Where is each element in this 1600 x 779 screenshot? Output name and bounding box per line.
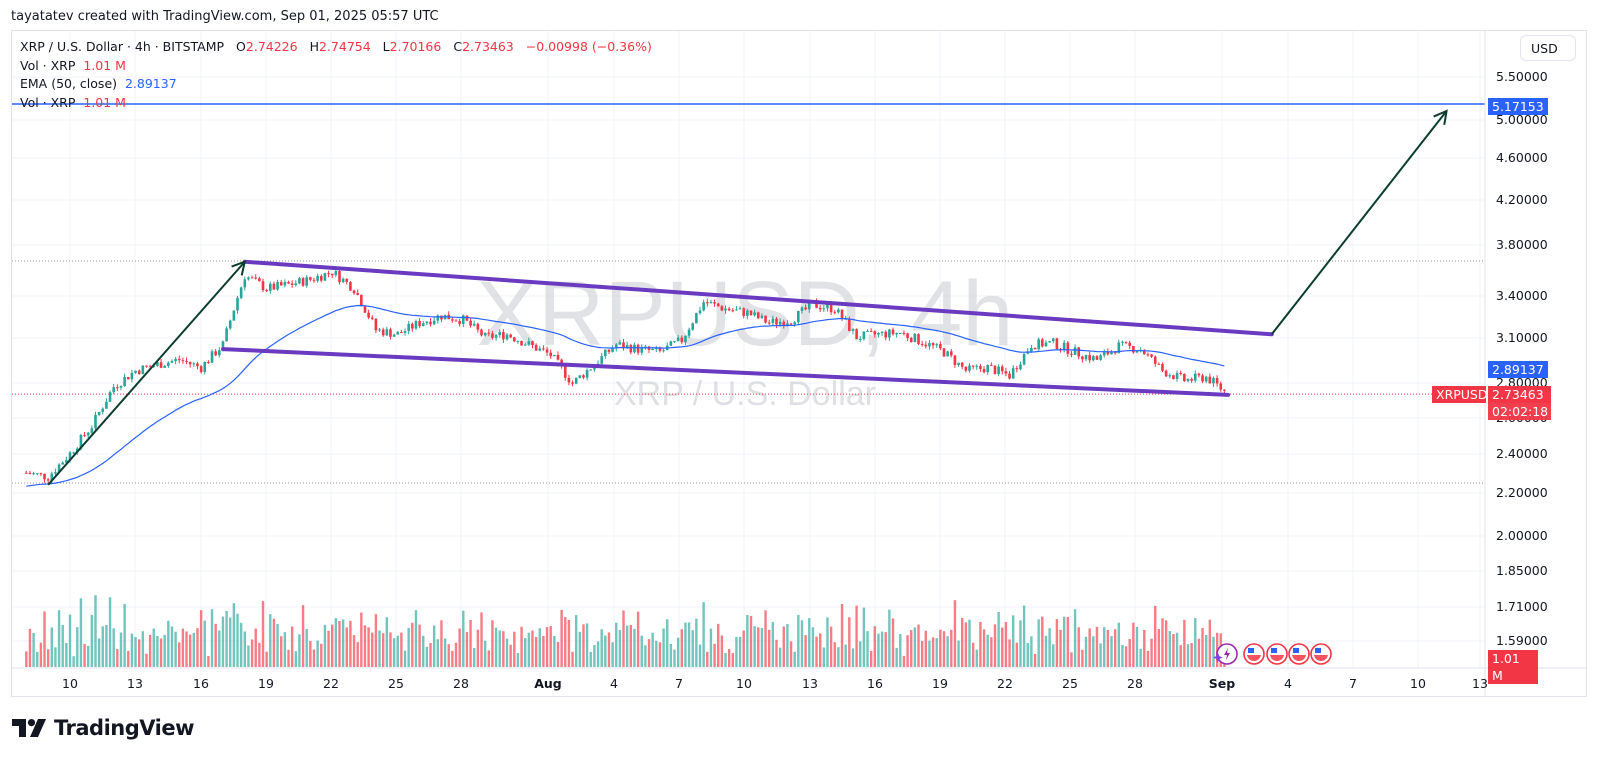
time-tick: 13 [802, 676, 818, 691]
price-axis: 5.50000 5.00000 4.60000 4.20000 3.80000 3.400… [1484, 31, 1548, 696]
chart-frame [11, 30, 1587, 697]
high-value: 2.74754 [318, 39, 371, 54]
arrow-head-icon [1433, 109, 1448, 125]
event-markers [1213, 643, 1332, 665]
chart-credit: tayatatev created with TradingView.com, … [11, 9, 439, 24]
time-tick: 10 [62, 676, 78, 691]
lightning-event-icon[interactable] [1213, 643, 1238, 665]
time-tick: 19 [932, 676, 948, 691]
symbol-info[interactable]: XRP / U.S. Dollar · 4h · BITSTAMP [20, 39, 225, 54]
currency-button[interactable]: USD [1520, 35, 1576, 61]
ema-50-line [26, 304, 1225, 487]
time-tick: 10 [1410, 676, 1426, 691]
low-value: 2.70166 [389, 39, 442, 54]
ema-legend-row: EMA (50, close) 2.89137 [20, 75, 652, 94]
arrow-line[interactable] [47, 261, 246, 486]
open-label: O [236, 39, 246, 54]
price-tick: 5.50000 [1496, 69, 1548, 84]
horizontal-levels [12, 103, 1485, 484]
price-tick: 3.80000 [1496, 237, 1548, 252]
ohlc-row: XRP / U.S. Dollar · 4h · BITSTAMP O2.742… [20, 38, 652, 57]
us-flag-event-icon[interactable] [1288, 643, 1310, 665]
time-tick: Sep [1209, 676, 1235, 691]
time-tick: 4 [610, 676, 618, 691]
tradingview-logo-icon [12, 719, 46, 737]
volume-legend-row: Vol · XRP 1.01 M [20, 57, 652, 76]
channel-lower-line[interactable] [220, 347, 1231, 397]
price-tick: 4.20000 [1496, 192, 1548, 207]
price-tick: 3.10000 [1496, 330, 1548, 345]
time-tick: 22 [997, 676, 1013, 691]
price-tick: 1.59000 [1496, 633, 1548, 648]
price-tick: 2.20000 [1496, 485, 1548, 500]
watermark: XRPUSD, 4h XRP / U.S. Dollar [477, 263, 1014, 413]
price-tick: 5.00000 [1496, 112, 1548, 127]
time-tick: 28 [1127, 676, 1143, 691]
volume2-legend-row: Vol · XRP 1.01 M [20, 94, 652, 113]
tradingview-brand[interactable]: TradingView [12, 716, 194, 740]
arrow-line[interactable] [1270, 110, 1448, 335]
channel-upper-line[interactable] [242, 259, 1274, 337]
time-tick: 16 [193, 676, 209, 691]
price-tick: 2.40000 [1496, 446, 1548, 461]
ema-value: 2.89137 [124, 76, 177, 91]
volume-bars [25, 595, 1226, 667]
last-price-tag: 2.73463 [1488, 386, 1551, 403]
volume-label[interactable]: Vol · XRP [20, 57, 76, 73]
open-value: 2.74226 [245, 39, 298, 54]
watermark-sub: XRP / U.S. Dollar [614, 375, 876, 413]
volume-value: 1.01 M [83, 57, 126, 73]
volume2-value: 1.01 M [83, 94, 126, 110]
chart-legend: XRP / U.S. Dollar · 4h · BITSTAMP O2.742… [20, 38, 652, 112]
time-tick: 13 [1472, 676, 1488, 691]
time-axis: 10 13 16 19 22 25 28 Aug 4 7 10 13 16 19 22 25 28 Sep 4 7 10… [12, 667, 1586, 691]
symbol-tag: XRPUSD [1432, 386, 1488, 403]
us-flag-event-icon[interactable] [1243, 643, 1265, 665]
volume2-label[interactable]: Vol · XRP [20, 94, 76, 110]
time-tick: 7 [675, 676, 683, 691]
ema-label[interactable]: EMA (50, close) [20, 76, 118, 91]
low-label: L [382, 39, 390, 54]
time-tick: 13 [127, 676, 143, 691]
time-tick: 19 [258, 676, 274, 691]
price-tick: 4.60000 [1496, 150, 1548, 165]
high-label: H [309, 39, 319, 54]
candlesticks [25, 268, 1226, 485]
time-tick: 16 [867, 676, 883, 691]
time-tick: 10 [736, 676, 752, 691]
time-tick: 25 [388, 676, 404, 691]
price-tick: 1.71000 [1496, 599, 1548, 614]
time-tick: Aug [534, 676, 562, 691]
close-label: C [453, 39, 463, 54]
time-tick: 4 [1284, 676, 1292, 691]
time-tick: 22 [323, 676, 339, 691]
bar-countdown-tag: 02:02:18 [1488, 403, 1551, 420]
time-tick: 28 [453, 676, 469, 691]
target-price-tag: 5.17153 [1488, 98, 1548, 115]
close-value: 2.73463 [462, 39, 514, 54]
price-tick: 1.85000 [1496, 563, 1548, 578]
ema-price-tag: 2.89137 [1488, 361, 1548, 378]
volume-tag: 1.01 M [1488, 650, 1538, 684]
price-tick: 2.00000 [1496, 528, 1548, 543]
time-tick: 25 [1062, 676, 1078, 691]
brand-name: TradingView [54, 716, 194, 740]
change-value: −0.00998 (−0.36%) [525, 39, 652, 54]
time-tick: 7 [1349, 676, 1357, 691]
us-flag-event-icon[interactable] [1266, 643, 1288, 665]
drawings [47, 109, 1448, 486]
price-tick: 3.40000 [1496, 288, 1548, 303]
arrow-head-icon [231, 260, 247, 276]
us-flag-event-icon[interactable] [1310, 643, 1332, 665]
